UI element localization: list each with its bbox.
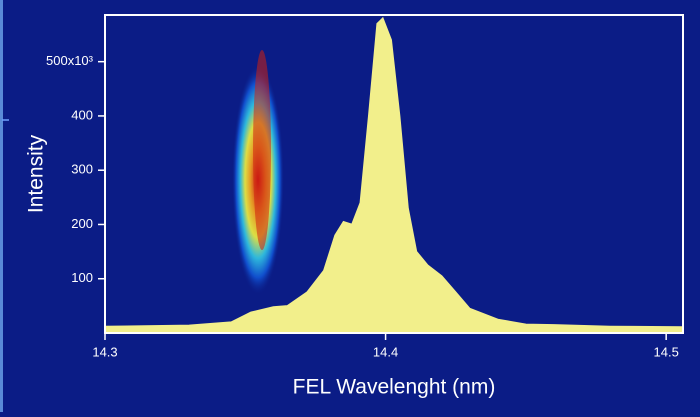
x-tick-label: 14.4 <box>373 344 398 359</box>
x-axis-title: FEL Wavelenght (nm) <box>293 376 496 399</box>
y-tick-label: 100 <box>71 270 93 285</box>
page: {"chart_data": {"type": "area", "x_label… <box>0 0 700 412</box>
left-edge <box>0 0 3 412</box>
y-tick-label: 200 <box>71 216 93 231</box>
y-tick-label: 500x10³ <box>46 53 94 68</box>
y-axis-title: Intensity <box>25 134 48 213</box>
x-tick-label: 14.3 <box>92 344 117 359</box>
chart: Intensity FEL Wavelenght (nm) 100 200 300 4… <box>0 0 700 412</box>
x-tick-label: 14.5 <box>654 344 679 359</box>
y-tick-label: 300 <box>71 162 93 177</box>
heatmap-core <box>253 50 271 250</box>
y-tick-label: 400 <box>71 107 93 122</box>
